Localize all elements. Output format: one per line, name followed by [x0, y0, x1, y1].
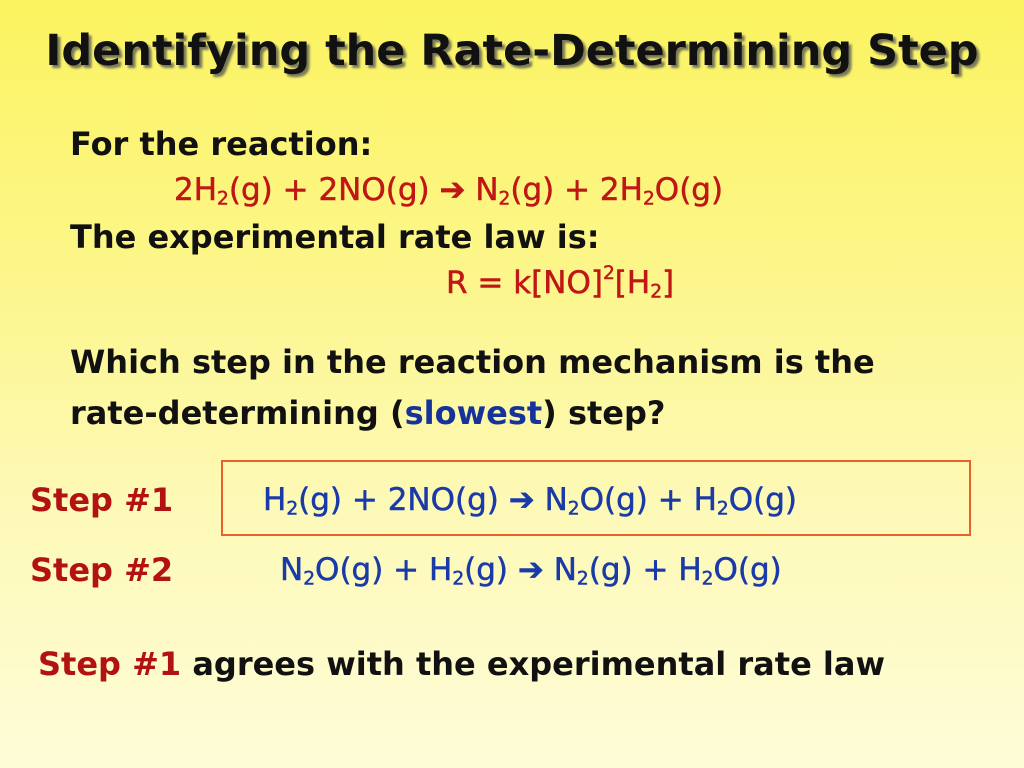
rate-law-label: The experimental rate law is:: [70, 218, 600, 256]
slide-title: Identifying the Rate-Determining Step: [45, 26, 979, 76]
slowest-emphasis: slowest: [404, 394, 543, 432]
question-line-2: rate-determining (slowest) step?: [70, 394, 666, 432]
for-reaction-label: For the reaction:: [70, 125, 373, 163]
step-2-equation: N2O(g) + H2(g) ➔ N2(g) + H2O(g): [280, 552, 782, 590]
step-2-label: Step #2: [30, 551, 174, 589]
conclusion: Step #1 agrees with the experimental rat…: [38, 644, 885, 684]
conclusion-text: agrees with the experimental rate law: [181, 645, 886, 683]
overall-reaction-equation: 2H2(g) + 2NO(g) ➔ N2(g) + 2H2O(g): [174, 172, 724, 210]
reaction-arrow-icon: ➔: [508, 482, 535, 519]
step-1-label: Step #1: [30, 481, 174, 519]
step-1-equation: H2(g) + 2NO(g) ➔ N2O(g) + H2O(g): [263, 482, 798, 520]
rate-law-equation: R = k[NO]2[H2]: [446, 263, 675, 303]
reaction-arrow-icon: ➔: [439, 172, 466, 209]
conclusion-step-label: Step #1: [38, 645, 182, 683]
reaction-arrow-icon: ➔: [517, 552, 544, 589]
step-1-highlight-box: [221, 460, 971, 536]
question-line-1: Which step in the reaction mechanism is …: [70, 343, 875, 381]
